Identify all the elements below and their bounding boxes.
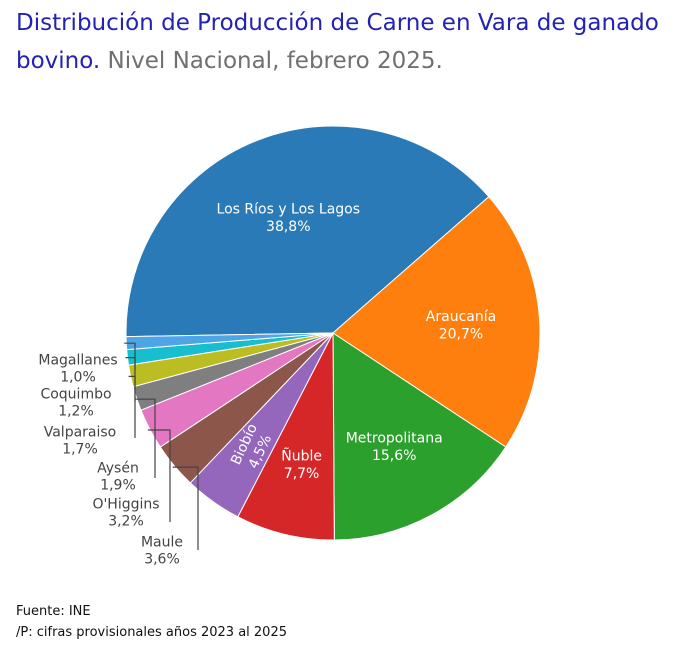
pie-slice-metropolitana <box>332 332 507 541</box>
slice-name-o-higgins: O'Higgins <box>92 497 159 513</box>
slice-name-coquimbo: Coquimbo <box>40 387 111 403</box>
slice-name-magallanes: Magallanes <box>38 353 117 369</box>
slice-value-coquimbo: 1,2% <box>58 403 94 419</box>
slice-label-magallanes: Magallanes 1,0% <box>38 353 117 386</box>
slice-label-nuble: Ñuble 7,7% <box>281 447 322 482</box>
pie-slice-araucania <box>332 196 541 448</box>
slice-name-araucania: Araucanía <box>426 309 496 325</box>
provisional-note: /P: cifras provisionales años 2023 al 20… <box>16 625 287 640</box>
slice-label-valparaiso: Valparaiso 1,7% <box>44 425 117 458</box>
pie-slice-los-rios-y-los-lagos <box>125 125 490 338</box>
slice-value-magallanes: 1,0% <box>60 369 96 385</box>
slice-value-nuble: 7,7% <box>284 466 320 482</box>
chart-subtitle: Nivel Nacional, febrero 2025. <box>107 48 443 74</box>
slice-label-o-higgins: O'Higgins 3,2% <box>92 497 159 530</box>
slice-name-aysen: Aysén <box>97 461 139 477</box>
slice-name-valparaiso: Valparaiso <box>44 425 117 441</box>
slice-label-aysen: Aysén 1,9% <box>97 461 139 494</box>
chart-title-main: Distribución de Producción de Carne en V… <box>16 10 659 74</box>
slice-value-los-rios-y-los-lagos: 38,8% <box>266 219 310 235</box>
slice-value-metropolitana: 15,6% <box>372 448 416 464</box>
slice-label-araucania: Araucanía 20,7% <box>426 309 496 343</box>
slice-label-maule: Maule 3,6% <box>141 535 183 568</box>
source-note: Fuente: INE <box>16 604 91 619</box>
slice-value-aysen: 1,9% <box>100 477 136 493</box>
pie-chart: Los Ríos y Los Lagos 38,8% Araucanía 20,7% M… <box>38 125 541 568</box>
slice-name-nuble: Ñuble <box>281 447 322 464</box>
chart-title: Distribución de Producción de Carne en V… <box>16 4 688 80</box>
slice-label-metropolitana: Metropolitana 15,6% <box>346 430 443 464</box>
slice-value-valparaiso: 1,7% <box>62 441 98 457</box>
slice-value-o-higgins: 3,2% <box>108 513 144 529</box>
chart-title-dot: . <box>92 48 108 74</box>
pie-slice-nuble <box>237 332 335 541</box>
leader-line-maule <box>172 466 199 550</box>
slice-value-maule: 3,6% <box>144 551 180 567</box>
slice-name-metropolitana: Metropolitana <box>346 430 443 446</box>
leader-line-aysen <box>134 398 156 478</box>
slice-name-los-rios-y-los-lagos: Los Ríos y Los Lagos <box>217 202 361 218</box>
slice-value-araucania: 20,7% <box>439 326 483 342</box>
slice-label-coquimbo: Coquimbo 1,2% <box>40 387 111 420</box>
leader-line-magallanes <box>124 342 136 370</box>
slice-label-los-rios-y-los-lagos: Los Ríos y Los Lagos 38,8% <box>217 202 361 236</box>
slice-name-maule: Maule <box>141 535 183 551</box>
